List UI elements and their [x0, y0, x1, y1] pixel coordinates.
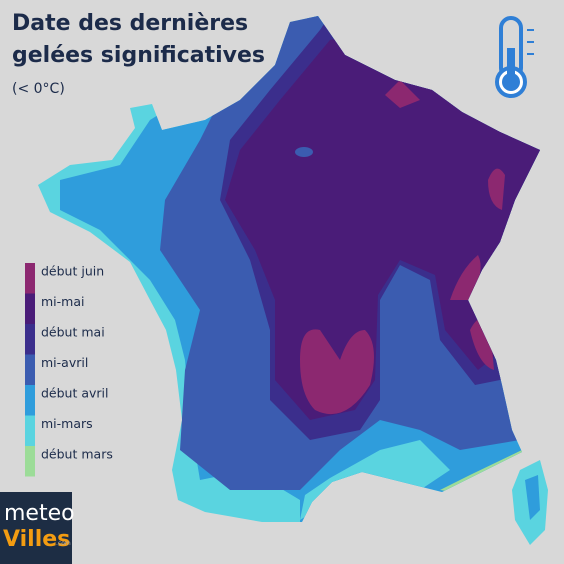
legend: début juin mi-mai début mai mi-avril début a… [25, 263, 113, 477]
legend-label: début mai [41, 325, 105, 340]
legend-swatch [25, 263, 35, 294]
legend-swatch [25, 415, 35, 446]
logo-line: meteo [4, 501, 75, 526]
legend-swatch [25, 324, 35, 355]
legend-swatch [25, 293, 35, 324]
logo: meteo Villes .com [0, 492, 75, 564]
subtitle: (< 0°C) [12, 81, 65, 97]
legend-swatch [25, 354, 35, 385]
logo-suffix: .com [56, 540, 71, 547]
legend-label: début avril [41, 386, 109, 401]
legend-label: mi-mai [41, 294, 84, 309]
thermometer [495, 16, 534, 98]
legend-swatch [25, 385, 35, 416]
legend-label: mi-mars [41, 416, 93, 431]
title-line: Date des dernières [12, 11, 248, 36]
legend-label: début mars [41, 447, 113, 462]
logo-line: Villes [3, 527, 70, 552]
legend-swatch [25, 446, 35, 477]
corsica-inner [525, 475, 540, 520]
legend-label: début juin [41, 264, 104, 279]
title-line: gelées significatives [12, 43, 265, 68]
legend-label: mi-avril [41, 355, 88, 370]
